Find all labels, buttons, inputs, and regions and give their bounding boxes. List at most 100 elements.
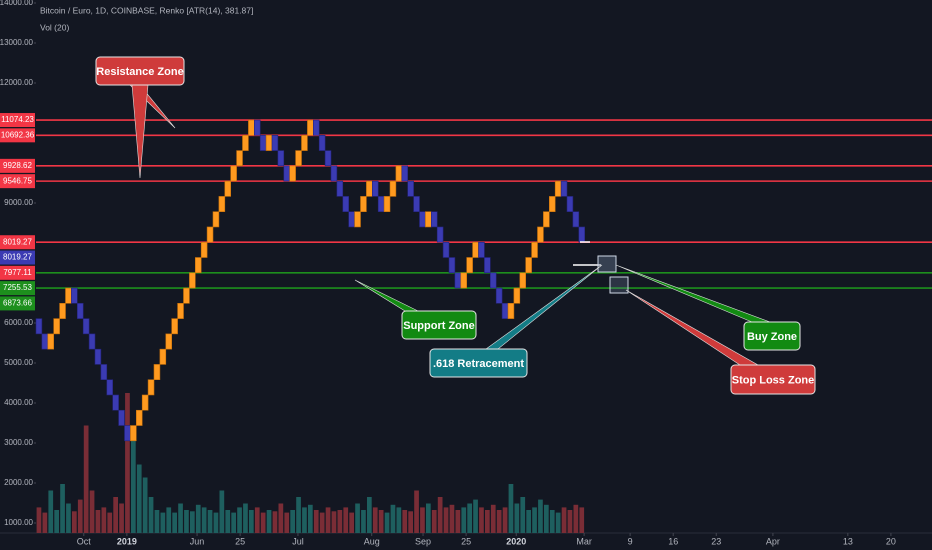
level-label-box: [0, 174, 35, 189]
volume-bar: [237, 507, 242, 533]
volume-bar: [136, 464, 142, 533]
volume-bar: [384, 512, 390, 533]
renko-brick: [348, 211, 355, 228]
renko-brick: [389, 180, 397, 197]
level-label-box: [0, 281, 35, 296]
volume-bar: [113, 497, 118, 533]
volume-bar: [426, 503, 431, 533]
volume-bar: [455, 510, 461, 533]
renko-brick: [507, 303, 515, 319]
volume-bar: [355, 503, 360, 533]
renko-brick: [177, 303, 184, 319]
volume-bar: [77, 499, 83, 533]
callout-box: [730, 364, 816, 395]
volume-bar: [42, 512, 48, 533]
renko-brick: [442, 241, 450, 258]
renko-brick: [543, 211, 550, 228]
renko-brick: [147, 379, 155, 396]
renko-brick: [419, 211, 426, 228]
renko-brick: [407, 180, 414, 197]
x-tick-label: Jul: [292, 536, 304, 546]
x-tick-label: Mar: [576, 536, 592, 546]
volume-bar: [508, 484, 514, 533]
volume-bar: [302, 507, 307, 533]
volume-bar: [538, 499, 543, 533]
drawings: Resistance Zone Support Zone .618 Retracem…: [95, 56, 816, 395]
renko-brick: [383, 196, 391, 212]
volume-bar: [414, 490, 419, 533]
volume-bar: [437, 497, 443, 533]
renko-brick: [525, 257, 532, 274]
renko-brick: [295, 150, 302, 167]
renko-brick: [59, 303, 66, 319]
volume-bar: [496, 510, 502, 533]
volume-bar: [502, 507, 508, 533]
renko-brick: [236, 150, 243, 167]
volume-bar: [290, 510, 295, 533]
volume-bar: [561, 507, 567, 533]
renko-brick: [513, 287, 521, 304]
level-label: 8019.27: [3, 253, 32, 262]
renko-brick: [195, 257, 202, 274]
volume-bar: [101, 507, 107, 533]
renko-brick: [47, 333, 54, 350]
volume-bar: [190, 511, 195, 533]
volume-bar: [272, 511, 278, 533]
volume-bar: [349, 512, 354, 533]
level-label: 7255.53: [3, 283, 32, 292]
volume-bar: [260, 512, 266, 533]
callout-text: Buy Zone: [747, 331, 797, 343]
renko-brick: [189, 272, 196, 289]
callout-text: .618 Retracement: [433, 358, 524, 370]
renko-brick: [218, 196, 226, 212]
level-label: 8019.27: [3, 237, 32, 246]
level-label-box: [0, 128, 35, 143]
renko-brick: [35, 318, 43, 335]
renko-brick: [448, 257, 456, 274]
x-tick-label: 9: [628, 536, 633, 546]
renko-brick: [430, 211, 438, 228]
renko-brick: [318, 135, 326, 151]
volume-bar: [266, 510, 272, 533]
y-tick-label: 1000.00: [4, 518, 33, 527]
volume-bar: [325, 507, 331, 533]
volume-bar: [48, 490, 54, 533]
zone-box: [609, 276, 629, 294]
renko-brick: [307, 119, 314, 136]
renko-brick: [277, 150, 285, 167]
renko-brick: [230, 165, 237, 182]
renko-brick: [554, 180, 562, 197]
volume-bar: [225, 510, 231, 533]
volume-bar: [284, 512, 290, 533]
volume-bar: [313, 510, 319, 533]
volume-bar: [408, 511, 413, 533]
renko-brick: [371, 180, 379, 197]
volume-bar: [449, 504, 455, 533]
renko-brick: [401, 165, 408, 182]
renko-brick: [165, 333, 173, 350]
renko-brick: [206, 226, 214, 243]
y-tick-label: 9000.00: [4, 198, 33, 207]
volume-bar: [131, 432, 136, 533]
volume-bar: [485, 510, 490, 533]
volume-bar: [119, 503, 124, 533]
level-label: 9928.62: [3, 161, 32, 170]
volume-bar: [361, 510, 366, 533]
x-tick-label: 2020: [506, 536, 526, 546]
volume-bar: [544, 504, 549, 533]
volume-bar: [431, 510, 437, 533]
level-label-box: [0, 265, 35, 280]
y-tick-label: 13000.00: [0, 38, 34, 47]
volume-bar: [95, 510, 101, 533]
volume-bar: [367, 497, 372, 533]
volume-bar: [142, 477, 148, 533]
renko-brick: [130, 425, 137, 442]
renko-brick: [472, 241, 479, 258]
renko-brick: [566, 196, 574, 212]
renko-brick: [495, 287, 503, 304]
renko-brick: [519, 272, 526, 289]
volume-bar: [331, 511, 337, 533]
volume-bar: [319, 512, 325, 533]
volume-bar: [148, 497, 154, 533]
level-label: 6873.66: [3, 299, 32, 308]
